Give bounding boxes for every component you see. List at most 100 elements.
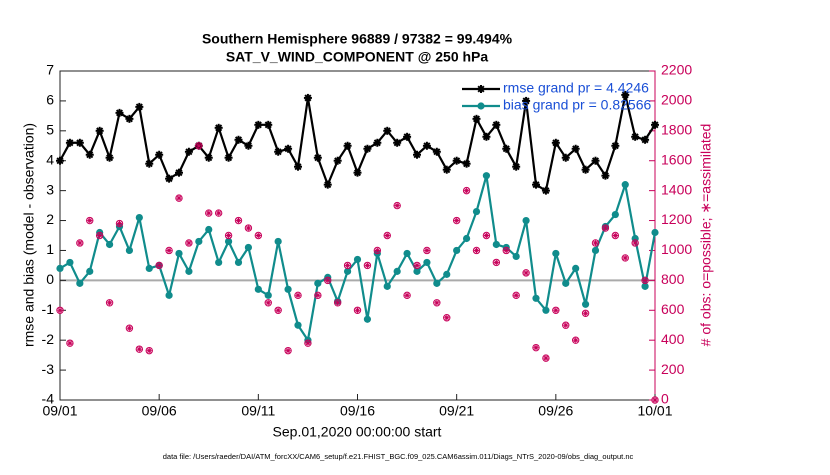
obs-assimilated-marker [67,340,73,346]
y-tick-label: 0 [46,271,54,287]
rmse-marker [333,156,342,165]
obs-assimilated-marker [344,262,351,269]
obs-possible-marker [413,261,421,270]
marker-stroke [97,233,102,238]
x-tick-label: 09/06 [142,403,177,419]
rmse-marker [353,168,362,177]
obs-assimilated-marker [384,232,390,239]
bias-marker [462,234,471,243]
bias-marker [254,285,262,293]
legend-label: bias grand pr = 0.82566 [503,97,651,113]
obs-possible-marker [175,194,183,202]
rmse-marker [541,186,550,195]
marker-stroke [324,181,332,189]
obs-assimilated-marker [523,270,529,276]
obs-assimilated-marker [582,310,589,316]
marker-stroke [553,308,559,313]
rmse-marker [502,144,511,153]
marker-stroke [591,157,600,165]
marker-stroke [444,315,449,320]
chart-title: Southern Hemisphere 96889 / 97382 = 99.4… [202,31,513,47]
marker-stroke [454,218,459,223]
obs-possible-marker [105,299,114,307]
bias-marker [76,279,84,287]
marker-stroke [443,166,451,174]
marker-stroke [127,326,132,331]
obs-assimilated-marker [642,277,648,283]
marker-stroke [542,187,550,195]
obs-possible-marker [581,309,590,317]
bias-marker [542,306,550,314]
bias-marker [611,210,619,219]
marker-stroke [434,300,440,305]
bias-marker [205,225,213,234]
obs-possible-marker [314,291,322,300]
rmse-marker [145,159,154,168]
bias-marker [621,181,629,189]
marker-stroke [365,263,370,268]
bias-marker [234,258,243,267]
obs-assimilated-marker [563,322,569,328]
marker-stroke [264,121,272,129]
marker-stroke [205,154,213,162]
rmse-marker [234,135,243,144]
marker-stroke [582,166,590,174]
rmse-marker [343,141,352,150]
obs-possible-marker [482,231,491,240]
marker-stroke [572,145,580,153]
obs-possible-marker [462,186,471,195]
marker-stroke [294,163,302,171]
marker-stroke [385,233,390,238]
rmse-marker [452,156,461,165]
rmse-marker [224,153,233,162]
obs-assimilated-marker [295,292,301,298]
marker-stroke [423,142,431,150]
obs-assimilated-marker [146,348,152,354]
bias-marker [591,246,600,255]
y2-tick-label: 2000 [661,92,692,108]
marker-stroke [642,278,648,283]
marker-stroke [176,195,182,201]
bias-marker [383,282,391,290]
marker-stroke [87,218,92,223]
rmse-marker [472,114,481,123]
marker-stroke [512,163,520,171]
rmse-marker [125,114,134,123]
marker-stroke [593,240,598,246]
bias-marker [562,279,570,287]
marker-stroke [155,151,163,159]
rmse-marker [373,138,382,147]
marker-stroke [453,157,461,165]
bias-marker [472,207,481,216]
marker-stroke [504,248,509,253]
bias-marker [195,237,203,246]
y2-tick-label: 1400 [661,181,692,197]
obs-assimilated-marker [57,307,63,313]
rmse-marker [621,90,630,99]
rmse-marker [561,153,570,162]
marker-stroke [254,121,262,129]
obs-possible-marker [651,396,659,404]
obs-possible-marker [254,231,263,240]
y-tick-label: -4 [42,391,55,407]
bias-marker [284,285,292,293]
obs-possible-marker [393,201,401,210]
marker-stroke [135,103,143,111]
marker-stroke [494,260,499,265]
bias-marker [443,270,451,278]
chart-subtitle: SAT_V_WIND_COMPONENT @ 250 hPa [226,49,489,65]
obs-possible-marker [324,276,332,285]
marker-stroke [583,311,588,316]
rmse-marker [85,150,94,159]
obs-assimilated-marker [533,345,539,351]
bias-marker [572,264,580,272]
bias-marker [185,267,193,275]
obs-assimilated-marker [245,225,252,231]
bias-marker [363,315,372,323]
obs-assimilated-marker [354,307,361,313]
marker-stroke [474,248,479,253]
rmse-marker [284,144,293,153]
marker-stroke [186,240,192,246]
obs-assimilated-marker [77,240,83,246]
marker-stroke [532,181,540,189]
